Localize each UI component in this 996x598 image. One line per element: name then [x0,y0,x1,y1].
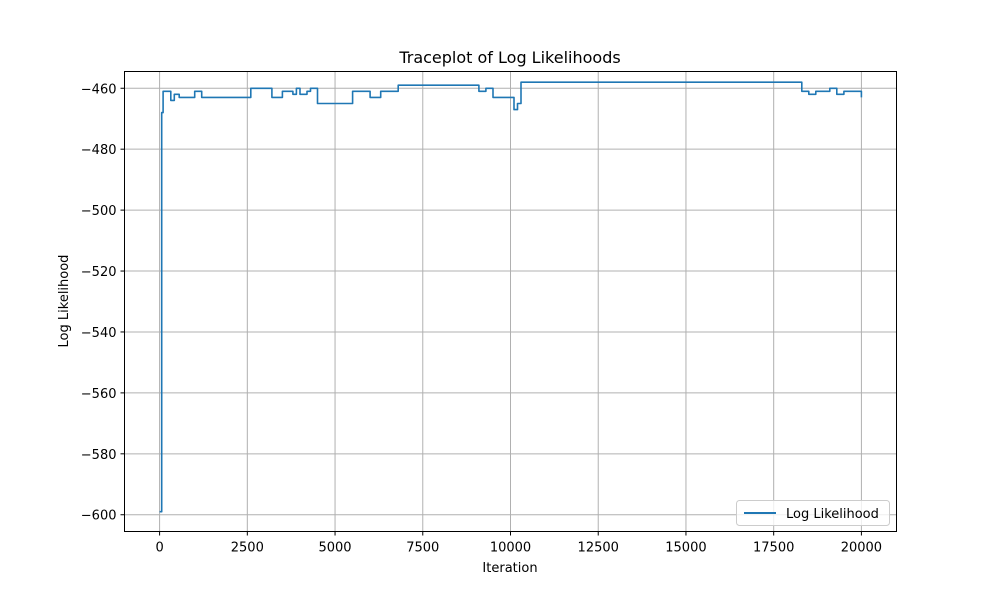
x-tick-label: 7500 [406,541,439,556]
series-line [159,81,863,513]
y-tick-label: −520 [81,265,117,280]
series-layer [159,81,863,513]
x-axis-title: Iteration [482,561,537,576]
legend-box [736,500,890,526]
x-tick-label: 17500 [753,541,794,556]
chart-title: Traceplot of Log Likelihoods [398,48,620,67]
x-tick-label: 12500 [578,541,619,556]
y-tick-label: −560 [81,387,117,402]
x-tick-label: 5000 [318,541,351,556]
y-tick-label: −500 [81,204,117,219]
x-tick-label: 20000 [841,541,882,556]
y-tick-label: −460 [81,82,117,97]
y-tick-label: −540 [81,326,117,341]
y-tick-label: −580 [81,448,117,463]
y-axis-title: Log Likelihood [57,255,72,348]
legend-label: Log Likelihood [786,507,879,522]
legend: Log Likelihood [736,500,890,526]
x-tick-label: 10000 [490,541,531,556]
x-tick-label: 2500 [231,541,264,556]
x-tick-label: 15000 [665,541,706,556]
y-tick-label: −600 [81,509,117,524]
x-tick-label: 0 [155,541,163,556]
ticks: 0 2500 5000 7500 10000 12500 15000 17500 20000 −6… [81,82,882,555]
y-tick-label: −480 [81,143,117,158]
